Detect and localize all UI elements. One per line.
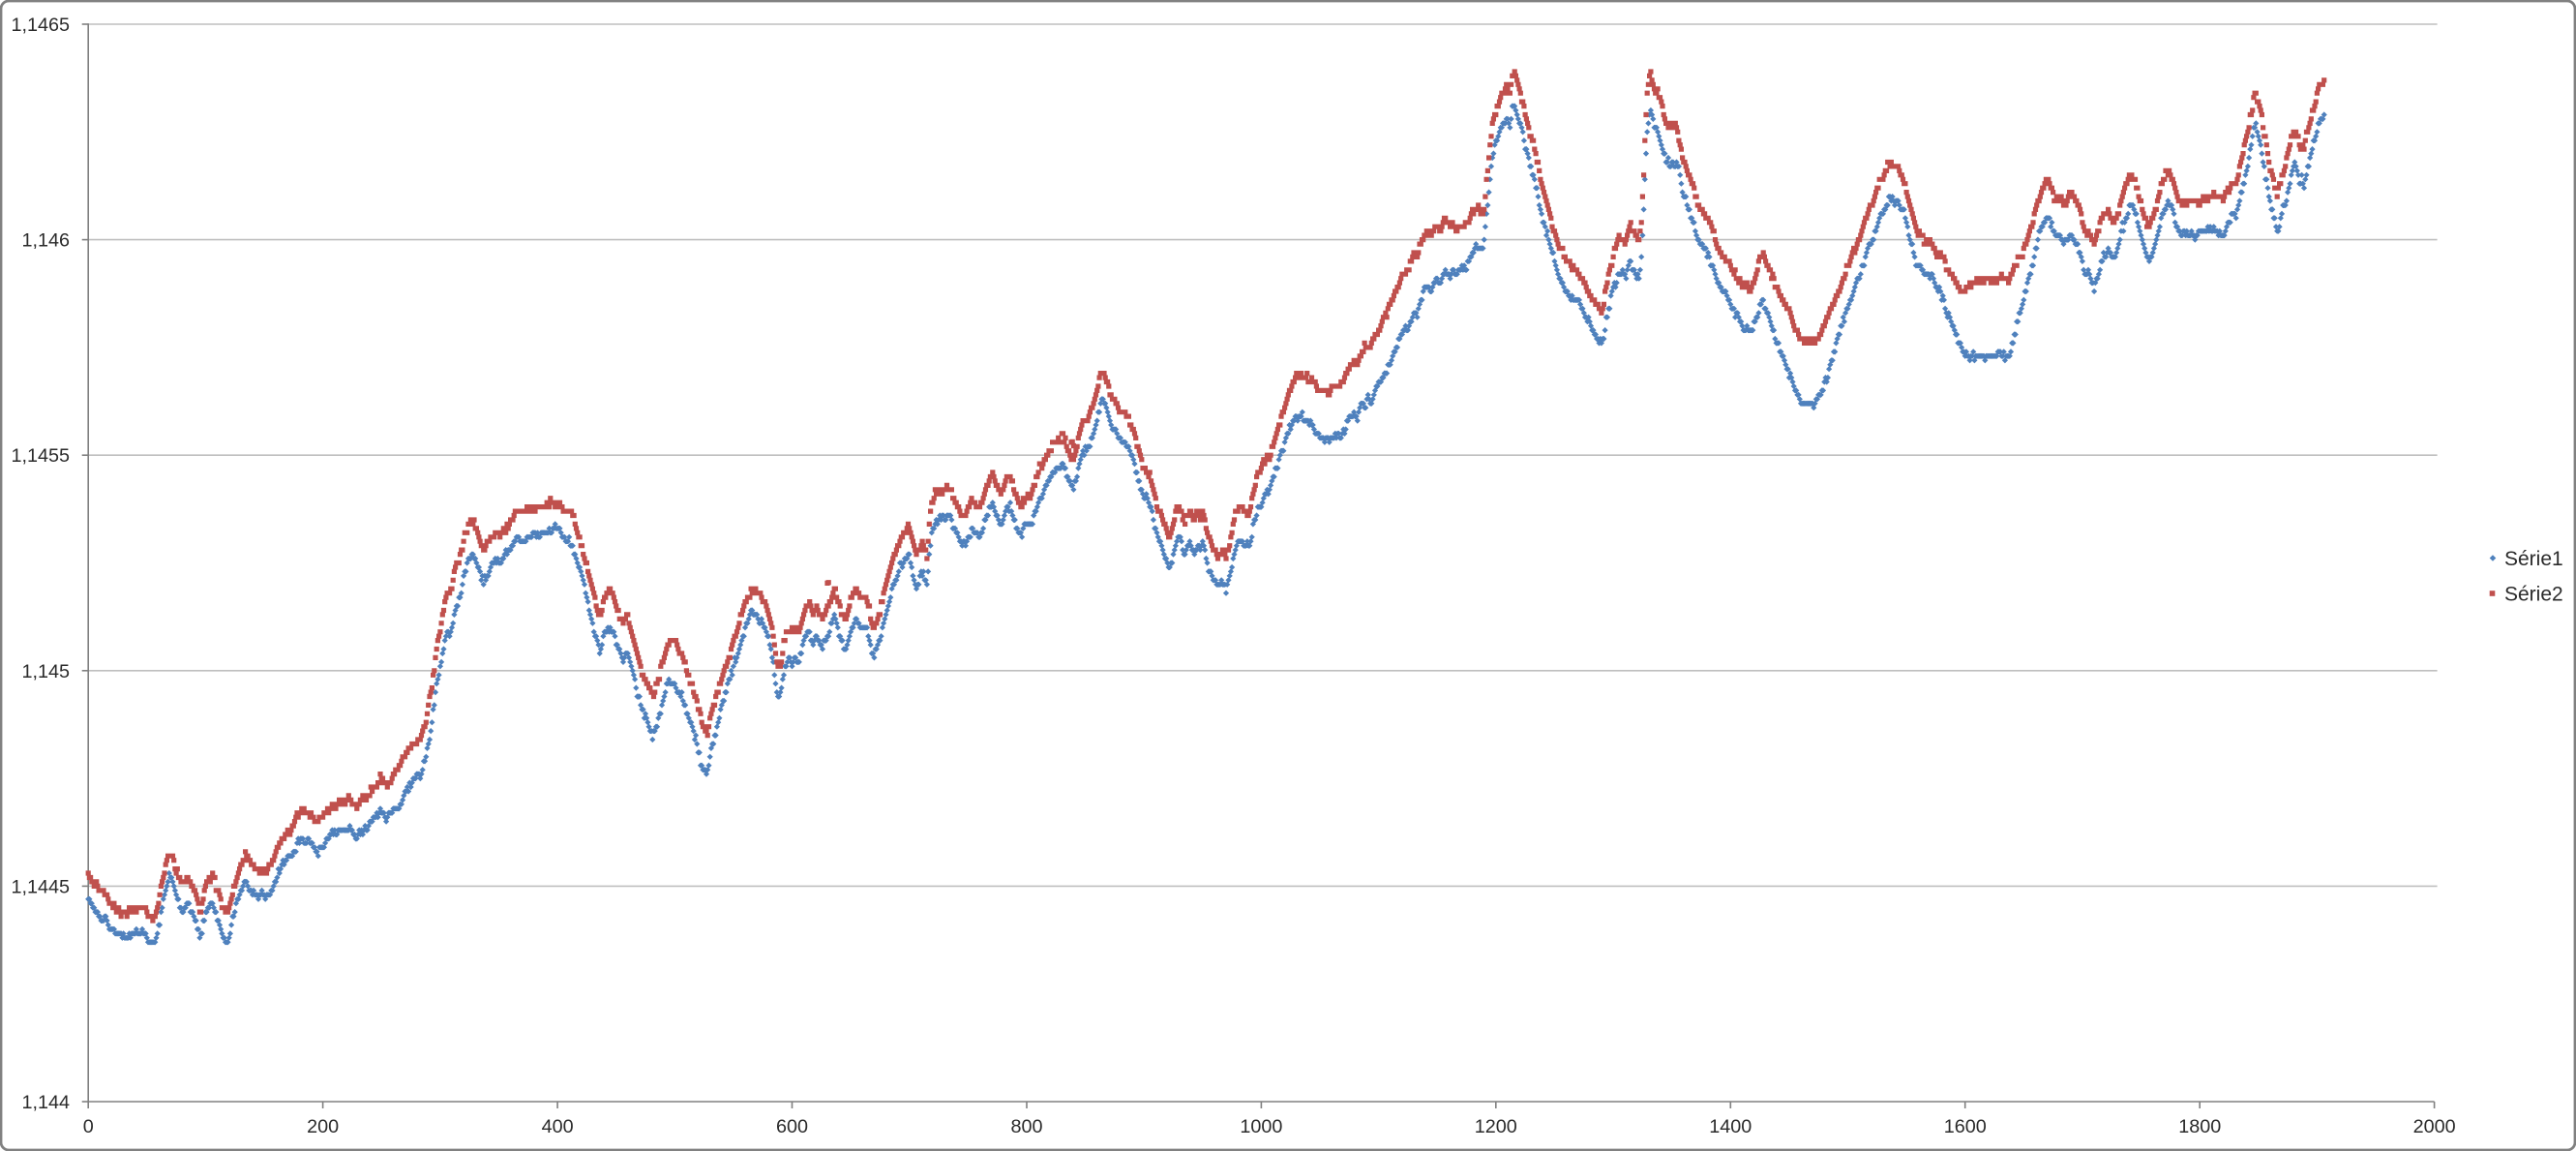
svg-text:1000: 1000 xyxy=(1240,1116,1282,1137)
svg-text:1,145: 1,145 xyxy=(21,661,70,682)
svg-text:Série1: Série1 xyxy=(2504,548,2563,570)
svg-text:400: 400 xyxy=(542,1116,574,1137)
svg-text:1,144: 1,144 xyxy=(21,1092,70,1113)
svg-text:Série2: Série2 xyxy=(2504,584,2563,606)
svg-text:1200: 1200 xyxy=(1475,1116,1517,1137)
svg-text:1,1465: 1,1465 xyxy=(11,15,70,36)
svg-text:800: 800 xyxy=(1010,1116,1042,1137)
svg-text:200: 200 xyxy=(307,1116,339,1137)
svg-text:1600: 1600 xyxy=(1944,1116,1987,1137)
svg-text:1800: 1800 xyxy=(2178,1116,2221,1137)
svg-text:0: 0 xyxy=(83,1116,94,1137)
svg-text:600: 600 xyxy=(776,1116,808,1137)
svg-text:1,146: 1,146 xyxy=(21,230,70,252)
svg-text:1,1455: 1,1455 xyxy=(11,445,70,467)
svg-text:1,1445: 1,1445 xyxy=(11,876,70,897)
svg-text:2000: 2000 xyxy=(2413,1116,2456,1137)
svg-text:1400: 1400 xyxy=(1709,1116,1752,1137)
